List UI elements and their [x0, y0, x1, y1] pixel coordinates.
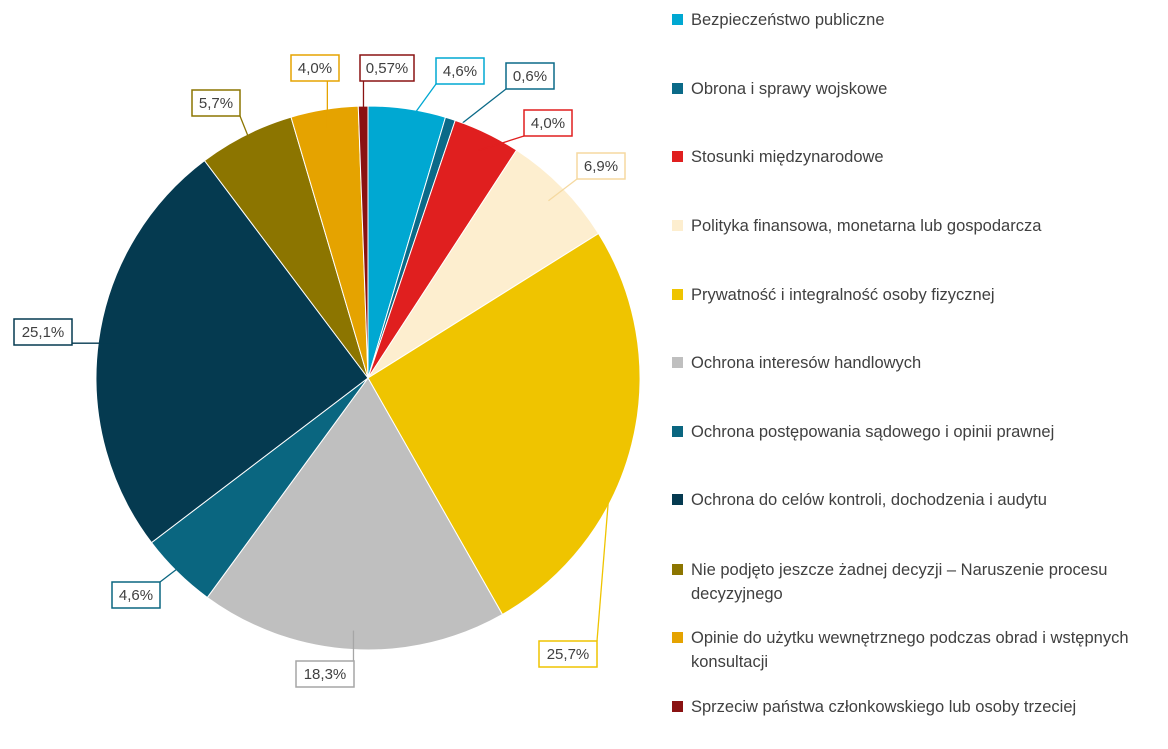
legend-label: Stosunki międzynarodowe	[691, 148, 884, 166]
legend-item: Stosunki międzynarodowe	[672, 145, 884, 169]
leader-line	[403, 83, 437, 129]
data-label-box	[359, 54, 415, 82]
pie-slice	[367, 149, 600, 379]
leader-line	[239, 115, 255, 153]
data-label-box	[435, 57, 485, 85]
pie-slice	[367, 232, 641, 616]
data-label: 25,1%	[22, 324, 65, 341]
legend-label: Nie podjęto jeszcze żadnej decyzji – Nar…	[691, 561, 1108, 603]
legend-swatch	[672, 564, 683, 575]
legend-item: Bezpieczeństwo publiczne	[672, 8, 885, 32]
data-label: 0,57%	[366, 60, 409, 77]
legend-item: Prywatność i integralność osoby fizyczne…	[672, 283, 995, 307]
leader-line	[159, 557, 192, 583]
legend-item: Nie podjęto jeszcze żadnej decyzji – Nar…	[672, 558, 1151, 606]
data-label: 6,9%	[584, 158, 618, 175]
legend-label: Obrona i sprawy wojskowe	[691, 80, 888, 98]
legend-swatch	[672, 494, 683, 505]
legend-label: Opinie do użytku wewnętrznego podczas ob…	[691, 629, 1129, 671]
leader-line	[478, 135, 525, 152]
legend-swatch	[672, 83, 683, 94]
data-label-box	[505, 62, 555, 90]
data-label-box	[13, 318, 73, 346]
legend-swatch	[672, 426, 683, 437]
legend-label: Ochrona do celów kontroli, dochodzenia i…	[691, 491, 1047, 509]
legend-label: Prywatność i integralność osoby fizyczne…	[691, 286, 995, 304]
legend-item: Obrona i sprawy wojskowe	[672, 77, 887, 101]
data-label-box	[191, 89, 241, 117]
data-label: 4,6%	[443, 63, 477, 80]
legend-swatch	[672, 701, 683, 712]
pie-slice	[206, 377, 504, 651]
data-label: 4,0%	[531, 115, 565, 132]
data-label: 5,7%	[199, 95, 233, 112]
data-label: 25,7%	[547, 646, 590, 663]
legend-item: Sprzeciw państwa członkowskiego lub osob…	[672, 695, 1151, 719]
legend-item: Ochrona postępowania sądowego i opinii p…	[672, 420, 1054, 444]
pie-slice	[95, 159, 369, 544]
legend-label: Sprzeciw państwa członkowskiego lub osob…	[691, 698, 1077, 716]
data-label: 4,0%	[298, 60, 332, 77]
data-label: 18,3%	[304, 666, 347, 683]
legend-swatch	[672, 357, 683, 368]
legend-swatch	[672, 220, 683, 231]
data-label-box	[576, 152, 626, 180]
legend-label: Ochrona interesów handlowych	[691, 354, 922, 372]
data-label: 0,6%	[513, 68, 547, 85]
data-label-box	[523, 109, 573, 137]
data-label-box	[295, 660, 355, 688]
legend-item: Ochrona interesów handlowych	[672, 351, 921, 375]
data-label-box	[290, 54, 340, 82]
legend-item: Polityka finansowa, monetarna lub gospod…	[672, 214, 1041, 238]
data-label: 4,6%	[119, 587, 153, 604]
leader-line	[548, 178, 578, 202]
data-label-box	[111, 581, 161, 609]
legend-swatch	[672, 289, 683, 300]
legend-item: Opinie do użytku wewnętrznego podczas ob…	[672, 626, 1151, 674]
legend-swatch	[672, 14, 683, 25]
legend-label: Polityka finansowa, monetarna lub gospod…	[691, 217, 1042, 235]
legend-swatch	[672, 632, 683, 643]
legend-item: Ochrona do celów kontroli, dochodzenia i…	[672, 488, 1047, 512]
legend-swatch	[672, 151, 683, 162]
leader-line	[596, 439, 614, 642]
legend-label: Bezpieczeństwo publiczne	[691, 11, 885, 29]
data-label-box	[538, 640, 598, 668]
legend-label: Ochrona postępowania sądowego i opinii p…	[691, 423, 1055, 441]
